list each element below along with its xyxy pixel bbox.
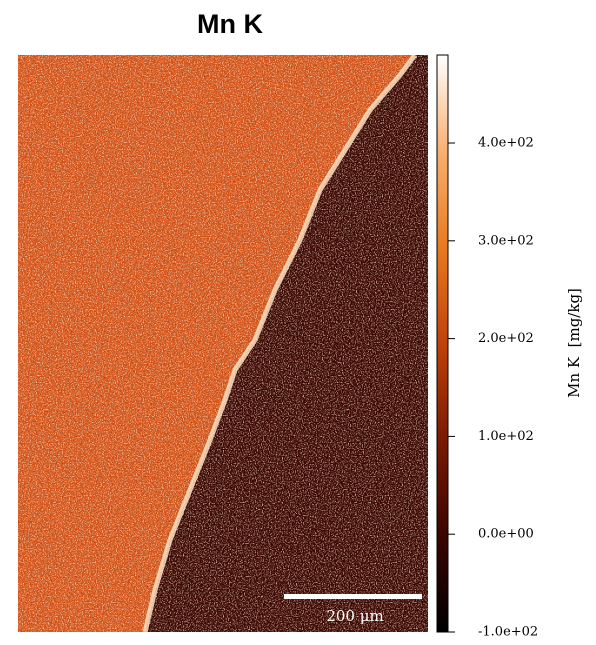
scale-bar bbox=[284, 594, 422, 599]
colorbar bbox=[436, 54, 449, 633]
scale-bar-label: 200 μm bbox=[326, 607, 383, 625]
chart-title: Mn K bbox=[197, 9, 263, 39]
colorbar-label: Mn K [mg/kg] bbox=[565, 288, 583, 398]
map-image bbox=[18, 55, 428, 632]
colorbar-tick-label: 4.0e+02 bbox=[478, 136, 534, 151]
colorbar-tick-label: -1.0e+02 bbox=[478, 625, 538, 640]
colorbar-tick-label: 1.0e+02 bbox=[478, 429, 534, 444]
colorbar-tick-label: 0.0e+00 bbox=[478, 527, 534, 542]
colorbar-tick-label: 3.0e+02 bbox=[478, 233, 534, 248]
colorbar-tick-label: 2.0e+02 bbox=[478, 331, 534, 346]
